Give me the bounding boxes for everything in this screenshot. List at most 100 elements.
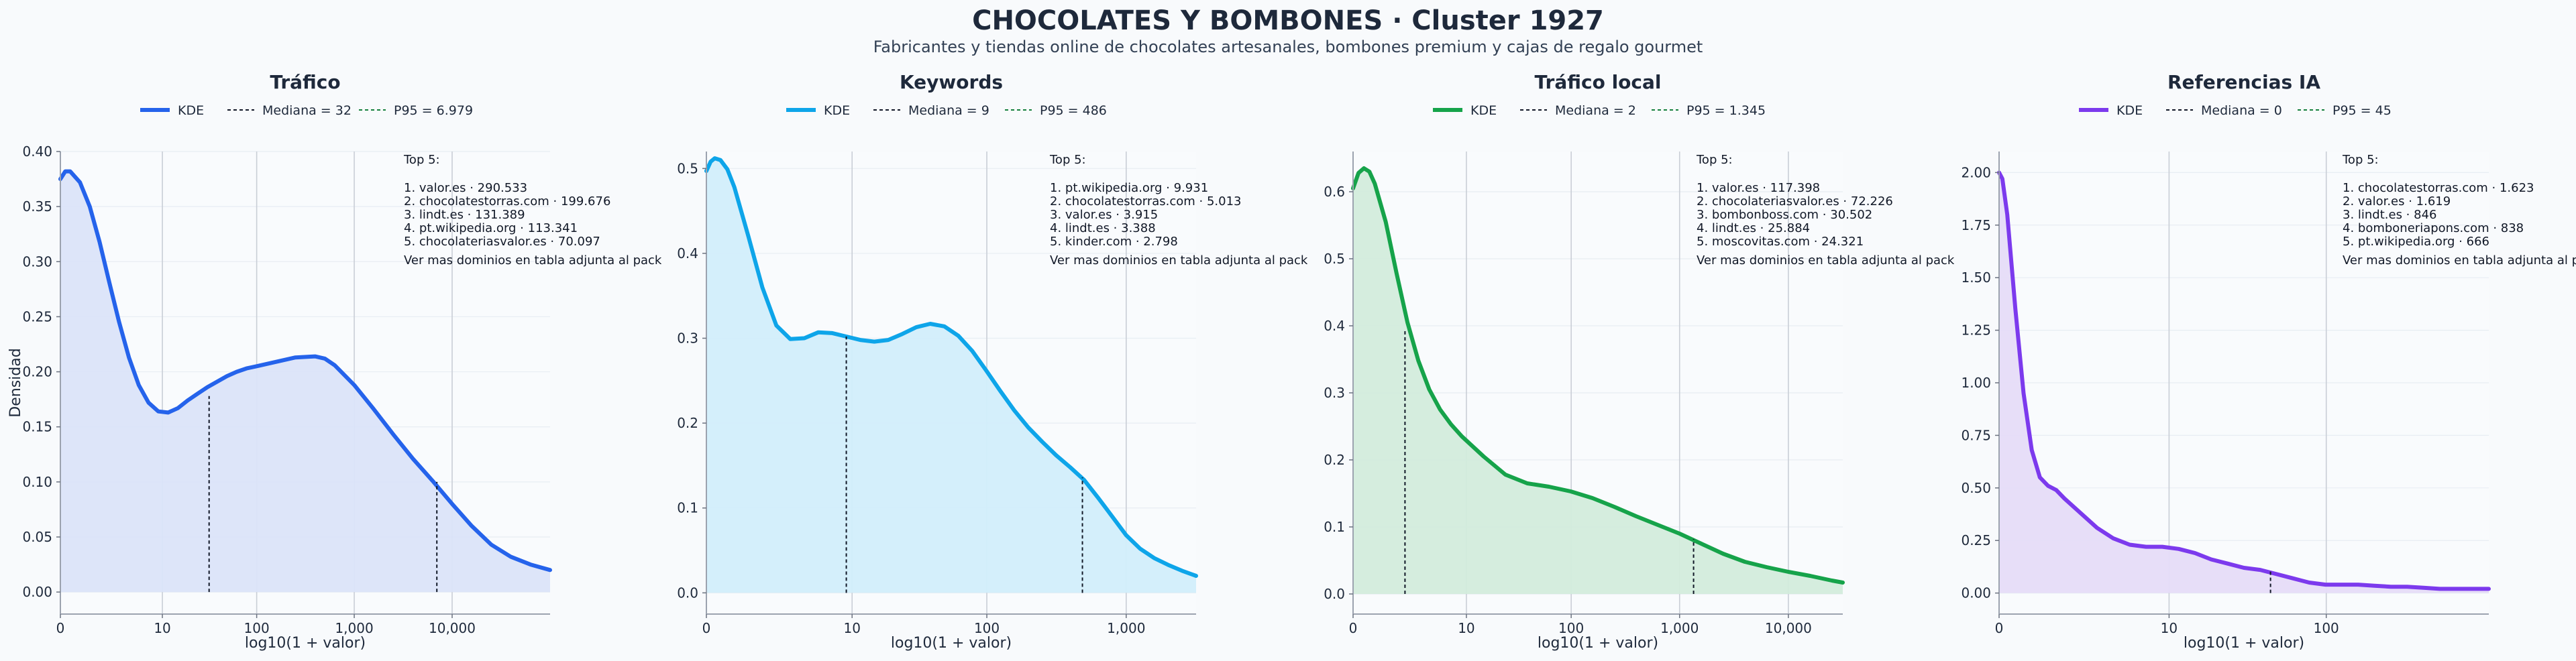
legend-p95-label: P95 = 6.979 <box>394 103 473 118</box>
top5-line: 3. bombonboss.com · 30.502 <box>1697 208 1872 222</box>
top5-header: Top 5: <box>403 153 440 167</box>
x-tick-label: 100 <box>974 620 1000 636</box>
x-tick-label: 1,000 <box>1660 620 1699 636</box>
top5-line: 5. chocolateriasvalor.es · 70.097 <box>404 235 600 249</box>
legend: KDE Mediana = 2 P95 = 1.345 <box>1433 103 1766 118</box>
legend-median-label: Mediana = 9 <box>908 103 989 118</box>
kde-line <box>704 156 1198 578</box>
top5-annotation: Top 5: 1. chocolatestorras.com · 1.6232. … <box>2342 153 2576 267</box>
top5-line: 2. chocolatestorras.com · 5.013 <box>1050 194 1242 208</box>
legend-kde-label: KDE <box>1470 103 1497 118</box>
legend-median-label: Mediana = 2 <box>1555 103 1636 118</box>
top5-line: 5. pt.wikipedia.org · 666 <box>2343 235 2489 249</box>
y-tick-label: 0.4 <box>1324 318 1345 334</box>
y-tick-label: 0.40 <box>22 143 52 160</box>
x-tick-label: 10 <box>2161 620 2178 636</box>
top5-line: 4. lindt.es · 25.884 <box>1697 221 1810 235</box>
y-tick-label: 1.50 <box>1961 269 1991 286</box>
panel-title: Referencias IA <box>2167 71 2320 93</box>
figure-subtitle: Fabricantes y tiendas online de chocolat… <box>873 38 1703 56</box>
y-tick-label: 0.3 <box>677 330 698 347</box>
x-tick-label: 10,000 <box>1765 620 1812 636</box>
top5-line: 4. lindt.es · 3.388 <box>1050 221 1156 235</box>
x-tick-label: 10 <box>843 620 860 636</box>
figure-title: CHOCOLATES Y BOMBONES · Cluster 1927 <box>972 5 1604 36</box>
legend-kde-label: KDE <box>178 103 204 118</box>
y-tick-label: 0.05 <box>22 529 52 545</box>
y-tick-label: 0.0 <box>677 585 698 601</box>
legend-kde-label: KDE <box>2116 103 2143 118</box>
top5-footer: Ver mas dominios en tabla adjunta al pac… <box>2343 253 2576 267</box>
top5-line: 5. moscovitas.com · 24.321 <box>1697 235 1864 249</box>
top5-line: 3. lindt.es · 846 <box>2343 208 2436 222</box>
y-tick-label: 0.00 <box>22 584 52 600</box>
y-tick-label: 0.5 <box>1324 251 1345 267</box>
top5-line: 2. chocolatestorras.com · 199.676 <box>404 194 610 208</box>
y-axis-label: Densidad <box>7 348 24 417</box>
top5-line: 1. pt.wikipedia.org · 9.931 <box>1050 181 1208 195</box>
kde-line <box>1997 170 2491 591</box>
kde-line <box>1351 166 1845 585</box>
panel-title: Tráfico <box>270 71 340 93</box>
x-tick-label: 0 <box>1995 620 2004 636</box>
legend-p95-label: P95 = 1.345 <box>1686 103 1766 118</box>
x-axis-label: log10(1 + valor) <box>1538 635 1658 652</box>
y-tick-label: 0.0 <box>1324 586 1345 602</box>
y-tick-label: 0.15 <box>22 419 52 435</box>
legend-p95-label: P95 = 45 <box>2332 103 2392 118</box>
x-tick-label: 10,000 <box>429 620 476 636</box>
top5-line: 5. kinder.com · 2.798 <box>1050 235 1178 249</box>
kde-line <box>58 169 552 573</box>
y-tick-label: 0.1 <box>677 500 698 516</box>
top5-line: 4. bomboneriapons.com · 838 <box>2343 221 2524 235</box>
kde-area <box>1999 172 2489 593</box>
top5-line: 3. lindt.es · 131.389 <box>404 208 525 222</box>
panel-4: Referencias IA KDE Mediana = 0 P95 = 45 0.00… <box>1961 71 2576 652</box>
y-tick-label: 0.3 <box>1324 385 1345 401</box>
panel-3: Tráfico local KDE Mediana = 2 P95 = 1.345 0.… <box>1324 71 1955 652</box>
x-tick-label: 0 <box>702 620 711 636</box>
y-tick-label: 0.35 <box>22 198 52 215</box>
panel-2: Keywords KDE Mediana = 9 P95 = 486 0.0 0.1 0.2… <box>677 71 1308 652</box>
top5-footer: Ver mas dominios en tabla adjunta al pac… <box>404 253 662 267</box>
x-axis-label: log10(1 + valor) <box>2184 635 2304 652</box>
x-tick-label: 1,000 <box>1107 620 1145 636</box>
y-tick-label: 0.30 <box>22 253 52 269</box>
legend-median-label: Mediana = 32 <box>262 103 352 118</box>
top5-line: 3. valor.es · 3.915 <box>1050 208 1158 222</box>
y-tick-label: 1.00 <box>1961 375 1991 391</box>
x-tick-label: 0 <box>56 620 65 636</box>
y-tick-label: 0.75 <box>1961 427 1991 443</box>
top5-footer: Ver mas dominios en tabla adjunta al pac… <box>1050 253 1308 267</box>
panel-1: Tráfico KDE Mediana = 32 P95 = 6.979 0.00 0.0… <box>7 71 662 652</box>
y-tick-label: 0.2 <box>1324 452 1345 468</box>
top5-line: 1. chocolatestorras.com · 1.623 <box>2343 181 2534 195</box>
legend: KDE Mediana = 9 P95 = 486 <box>786 103 1107 118</box>
y-tick-label: 0.00 <box>1961 585 1991 601</box>
y-tick-label: 0.25 <box>22 308 52 324</box>
x-tick-label: 100 <box>1558 620 1584 636</box>
legend-p95-label: P95 = 486 <box>1040 103 1107 118</box>
x-axis-label: log10(1 + valor) <box>245 635 366 652</box>
y-tick-label: 0.2 <box>677 415 698 431</box>
top5-header: Top 5: <box>1696 153 1733 167</box>
panel-title: Tráfico local <box>1535 71 1662 93</box>
legend-median-label: Mediana = 0 <box>2201 103 2282 118</box>
y-tick-label: 0.10 <box>22 474 52 490</box>
y-tick-label: 1.25 <box>1961 322 1991 339</box>
x-axis-label: log10(1 + valor) <box>891 635 1012 652</box>
top5-header: Top 5: <box>2342 153 2379 167</box>
top5-line: 4. pt.wikipedia.org · 113.341 <box>404 221 578 235</box>
y-tick-label: 0.50 <box>1961 480 1991 496</box>
kde-area <box>60 171 550 593</box>
y-tick-label: 0.5 <box>677 160 698 176</box>
kde-area <box>1353 168 1843 594</box>
y-tick-label: 0.1 <box>1324 519 1345 535</box>
y-tick-label: 0.25 <box>1961 532 1991 548</box>
legend: KDE Mediana = 0 P95 = 45 <box>2079 103 2392 118</box>
y-tick-label: 1.75 <box>1961 217 1991 233</box>
top5-line: 2. chocolateriasvalor.es · 72.226 <box>1697 194 1893 208</box>
